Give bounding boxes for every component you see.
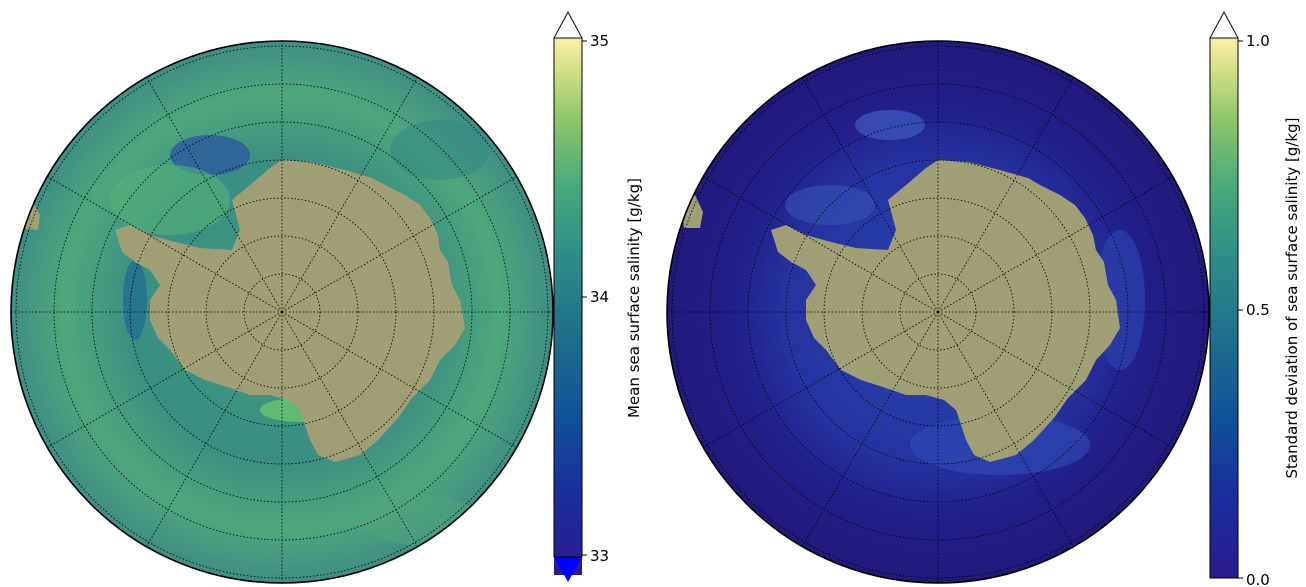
colorbar-gradient xyxy=(554,38,582,575)
colorbar-mean-salinity: 35 34 33 Mean sea surface salinity [g/kg… xyxy=(553,10,643,582)
colorbar-extend-min xyxy=(554,557,582,582)
map-mean-salinity xyxy=(10,40,554,584)
colorbar-tick-label: 34 xyxy=(590,288,609,306)
map-boundary xyxy=(666,40,1210,584)
salinity-patch xyxy=(360,495,480,545)
map-std-salinity xyxy=(666,40,1210,584)
map-boundary xyxy=(10,40,554,584)
salinity-patch xyxy=(110,165,230,235)
colorbar-std-salinity: 1.0 0.5 0.0 Standard deviation of sea su… xyxy=(1209,10,1301,587)
variability-patch xyxy=(855,110,925,140)
colorbar-tick-label: 0.5 xyxy=(1246,301,1270,319)
colorbar-extend-max xyxy=(1209,10,1239,39)
colorbar-tick-label: 1.0 xyxy=(1246,32,1270,50)
salinity-patch xyxy=(123,260,147,340)
salinity-patch xyxy=(390,120,490,180)
colorbar-label: Standard deviation of sea surface salini… xyxy=(1283,118,1301,479)
colorbar-tick-label: 0.0 xyxy=(1246,571,1270,587)
colorbar-extend-max xyxy=(553,10,583,39)
colorbar-label: Mean sea surface salinity [g/kg] xyxy=(625,178,643,418)
land-antarctica xyxy=(115,160,465,462)
land-antarctica xyxy=(771,160,1120,462)
colorbar-tick-label: 35 xyxy=(590,32,609,50)
salinity-patch xyxy=(170,135,250,175)
colorbar-tick-label: 33 xyxy=(590,547,609,565)
colorbar-gradient xyxy=(1210,38,1238,578)
